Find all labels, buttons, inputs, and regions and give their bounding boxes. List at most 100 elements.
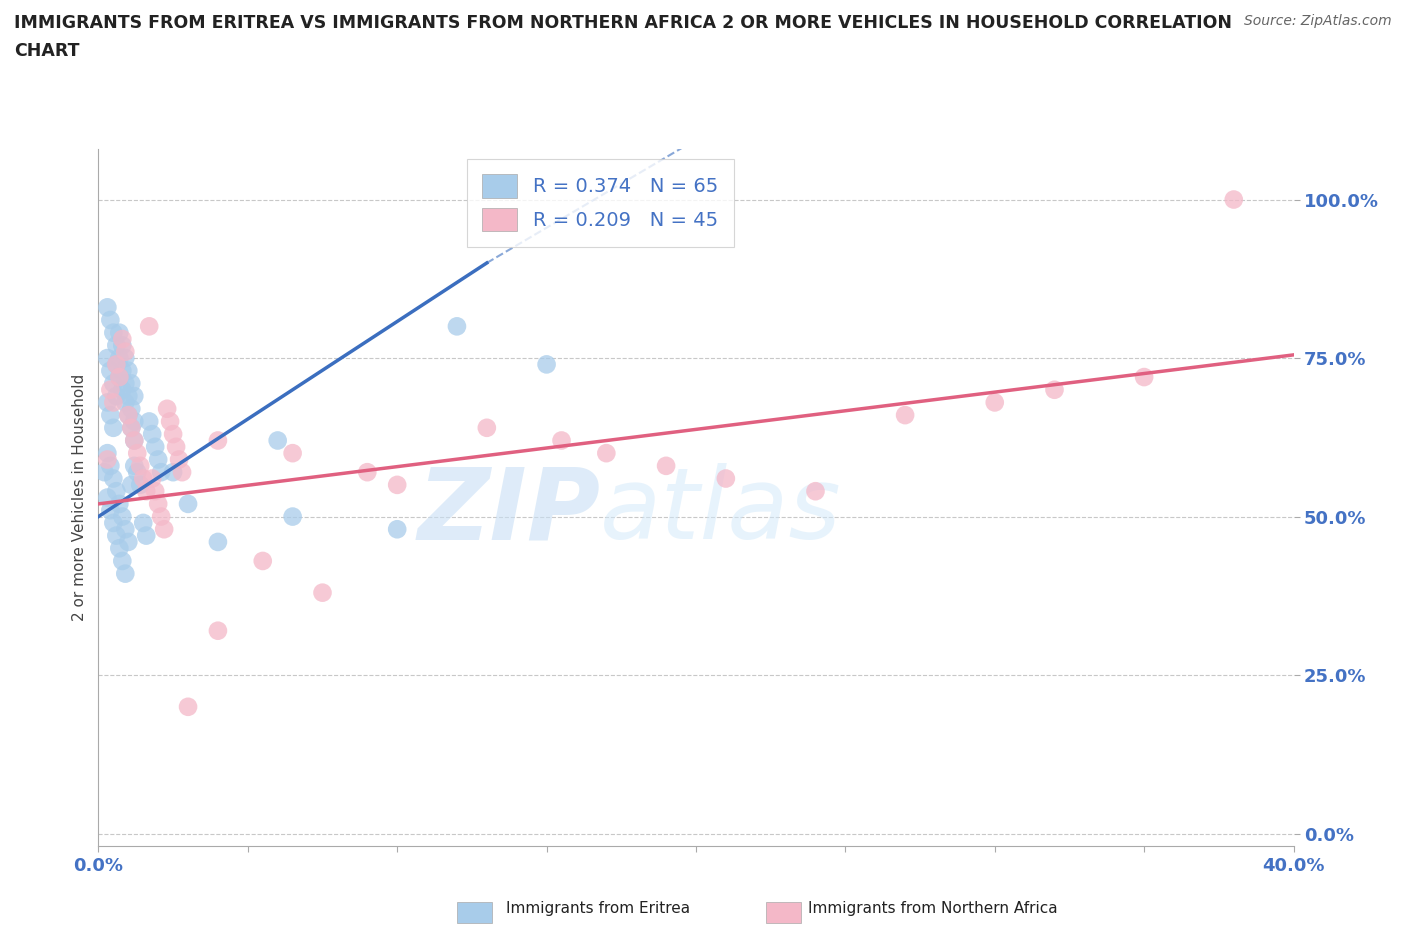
Point [96, 452, 118, 467]
Point [595, 445, 617, 460]
Point [536, 357, 558, 372]
Point [124, 433, 146, 448]
Point [114, 522, 136, 537]
Point [114, 376, 136, 391]
Point [111, 553, 134, 568]
Point [96, 445, 118, 460]
Point [143, 439, 166, 454]
Point [281, 445, 304, 460]
Point [124, 389, 146, 404]
Point [177, 699, 200, 714]
Point [103, 326, 125, 340]
Text: ZIP: ZIP [418, 463, 600, 560]
Point [120, 477, 142, 492]
Point [108, 497, 131, 512]
Point [894, 407, 917, 422]
Point [96, 299, 118, 314]
Point [162, 427, 184, 442]
Text: IMMIGRANTS FROM ERITREA VS IMMIGRANTS FROM NORTHERN AFRICA 2 OR MORE VEHICLES IN: IMMIGRANTS FROM ERITREA VS IMMIGRANTS FR… [14, 14, 1232, 32]
Point [93, 465, 115, 480]
Point [117, 389, 139, 404]
Point [475, 420, 498, 435]
Point [114, 566, 136, 581]
Legend: R = 0.374   N = 65, R = 0.209   N = 45: R = 0.374 N = 65, R = 0.209 N = 45 [467, 158, 734, 246]
Point [111, 364, 134, 379]
Point [96, 490, 118, 505]
Point [120, 420, 142, 435]
Point [165, 439, 187, 454]
Point [105, 389, 128, 404]
Point [111, 332, 134, 347]
Point [207, 535, 229, 550]
Point [108, 369, 131, 384]
Point [156, 402, 179, 417]
Point [103, 472, 125, 486]
Point [141, 427, 163, 442]
Point [117, 535, 139, 550]
Point [252, 553, 274, 568]
Point [103, 420, 125, 435]
Point [150, 465, 173, 480]
Point [138, 414, 160, 429]
Point [385, 522, 409, 537]
Point [111, 382, 134, 397]
Point [108, 326, 131, 340]
Point [143, 484, 166, 498]
Y-axis label: 2 or more Vehicles in Household: 2 or more Vehicles in Household [72, 374, 87, 621]
Point [1043, 382, 1066, 397]
Point [281, 509, 304, 524]
Point [132, 472, 155, 486]
Point [1223, 193, 1246, 207]
Point [105, 484, 128, 498]
Point [124, 433, 146, 448]
Point [117, 407, 139, 422]
Point [117, 407, 139, 422]
Point [804, 484, 827, 498]
Point [267, 433, 290, 448]
Point [167, 452, 190, 467]
Point [714, 472, 737, 486]
Point [98, 382, 122, 397]
Point [105, 357, 128, 372]
Point [132, 515, 155, 530]
Text: Immigrants from Eritrea: Immigrants from Eritrea [506, 901, 690, 916]
Point [385, 477, 409, 492]
Point [207, 623, 229, 638]
Point [105, 528, 128, 543]
Point [108, 351, 131, 365]
Point [148, 452, 170, 467]
Point [127, 445, 149, 460]
Point [108, 369, 131, 384]
Point [446, 319, 468, 334]
Point [129, 477, 152, 492]
Point [135, 528, 157, 543]
Point [177, 497, 200, 512]
Point [207, 433, 229, 448]
Point [98, 503, 122, 518]
Point [114, 351, 136, 365]
Text: CHART: CHART [14, 42, 80, 60]
Point [138, 319, 160, 334]
Point [120, 376, 142, 391]
Point [98, 407, 122, 422]
Point [114, 344, 136, 359]
Point [117, 364, 139, 379]
Point [141, 472, 163, 486]
Text: Source: ZipAtlas.com: Source: ZipAtlas.com [1244, 14, 1392, 28]
Point [983, 395, 1005, 410]
Text: atlas: atlas [600, 463, 842, 560]
Point [127, 465, 149, 480]
Point [655, 458, 678, 473]
Point [103, 376, 125, 391]
Point [172, 465, 194, 480]
Point [108, 541, 131, 556]
Point [105, 357, 128, 372]
Point [105, 338, 128, 352]
Point [103, 515, 125, 530]
Text: Immigrants from Northern Africa: Immigrants from Northern Africa [808, 901, 1059, 916]
Point [120, 420, 142, 435]
Point [111, 509, 134, 524]
Point [98, 312, 122, 327]
Point [550, 433, 572, 448]
Point [96, 351, 118, 365]
